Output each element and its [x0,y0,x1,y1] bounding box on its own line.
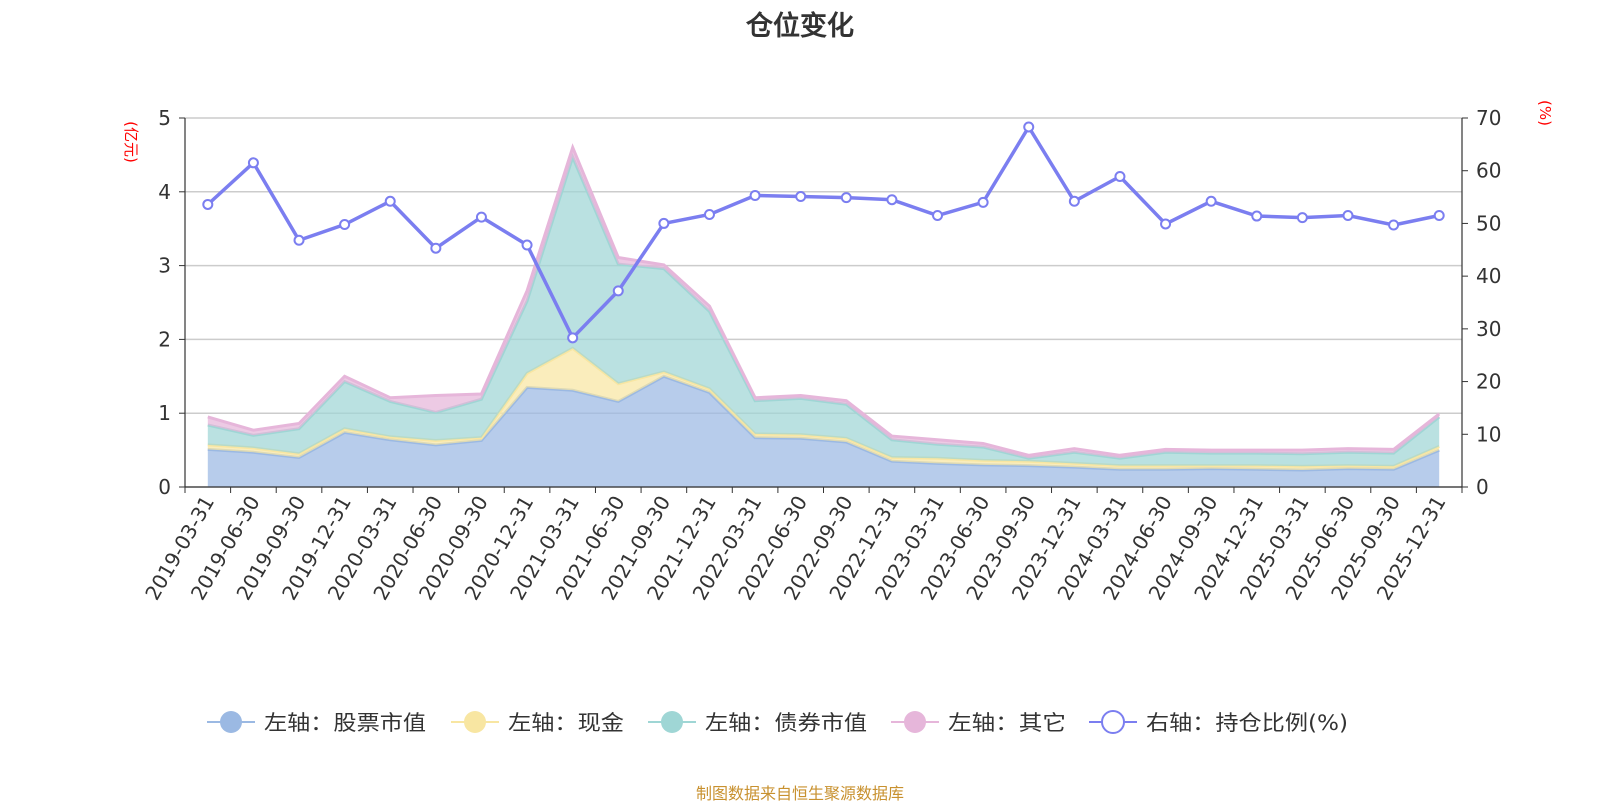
left-axis-tick-label: 1 [158,401,171,425]
ratio-point [1251,210,1263,222]
ratio-point [703,208,715,220]
ratio-point [977,196,989,208]
legend-label: 左轴：股票市值 [264,711,426,735]
chart-title: 仓位变化 [746,11,854,42]
right-axis-tick-label: 50 [1476,211,1501,235]
ratio-point [384,195,396,207]
area-0 [207,376,1440,487]
left-axis-tick-label: 4 [158,180,171,204]
ratio-point [202,198,214,210]
ratio-point [1068,195,1080,207]
left-axis-unit: (亿元) [122,121,140,163]
ratio-point [1114,171,1126,183]
ratio-point [658,217,670,229]
right-axis-tick-label: 20 [1476,370,1501,394]
ratio-point [1160,218,1172,230]
ratio-line-path [206,123,1440,341]
legend: 左轴：股票市值 左轴：现金 左轴：债券市值 左轴：其它 右轴：持仓比例(%) [207,710,1348,735]
ratio-point [932,210,944,222]
axes: 0123450102030405060702019-03-312019-06-3… [122,100,1554,604]
right-axis-unit: (%) [1536,100,1554,126]
ratio-point [475,211,487,223]
legend-item[interactable]: 左轴：现金 [451,711,624,735]
source-note: 制图数据来自恒生聚源数据库 [695,784,904,803]
ratio-point [1433,210,1445,222]
ratio-point [430,242,442,254]
left-axis-tick-label: 3 [158,254,171,278]
ratio-point [1296,212,1308,224]
ratio-point [840,192,852,204]
legend-marker [464,711,486,733]
legend-label: 右轴：持仓比例(%) [1146,711,1348,735]
ratio-point [795,191,807,203]
right-axis-tick-label: 60 [1476,159,1501,183]
ratio-point [749,189,761,201]
ratio-point [1023,121,1035,133]
ratio-point [247,157,259,169]
legend-item[interactable]: 右轴：持仓比例(%) [1089,710,1348,735]
legend-marker [904,711,926,733]
stacked-areas [207,143,1441,487]
legend-label: 左轴：其它 [948,711,1066,735]
ratio-point [612,285,624,297]
right-axis-tick-label: 30 [1476,317,1501,341]
legend-item[interactable]: 左轴：股票市值 [207,711,426,735]
left-axis-tick-label: 0 [158,475,171,499]
ratio-point [1205,195,1217,207]
ratio-point [339,218,351,230]
right-axis-tick-label: 0 [1476,475,1489,499]
left-axis-tick-label: 5 [158,106,171,130]
right-axis-tick-label: 10 [1476,422,1501,446]
legend-item[interactable]: 左轴：其它 [891,711,1066,735]
legend-marker [661,711,683,733]
ratio-point [521,239,533,251]
legend-marker [1101,710,1125,734]
legend-label: 左轴：现金 [508,711,624,735]
legend-marker [220,711,242,733]
left-axis-tick-label: 2 [158,327,171,351]
position-ratio-line [202,121,1445,344]
ratio-point [1388,219,1400,231]
legend-item[interactable]: 左轴：债券市值 [648,711,867,735]
right-axis-tick-label: 40 [1476,264,1501,288]
ratio-point [886,194,898,206]
legend-label: 左轴：债券市值 [705,711,867,735]
ratio-point [293,234,305,246]
area-edge-3 [207,143,1441,457]
ratio-point [1342,210,1354,222]
right-axis-tick-label: 70 [1476,106,1501,130]
ratio-point [567,332,579,344]
area-2 [207,157,1440,467]
